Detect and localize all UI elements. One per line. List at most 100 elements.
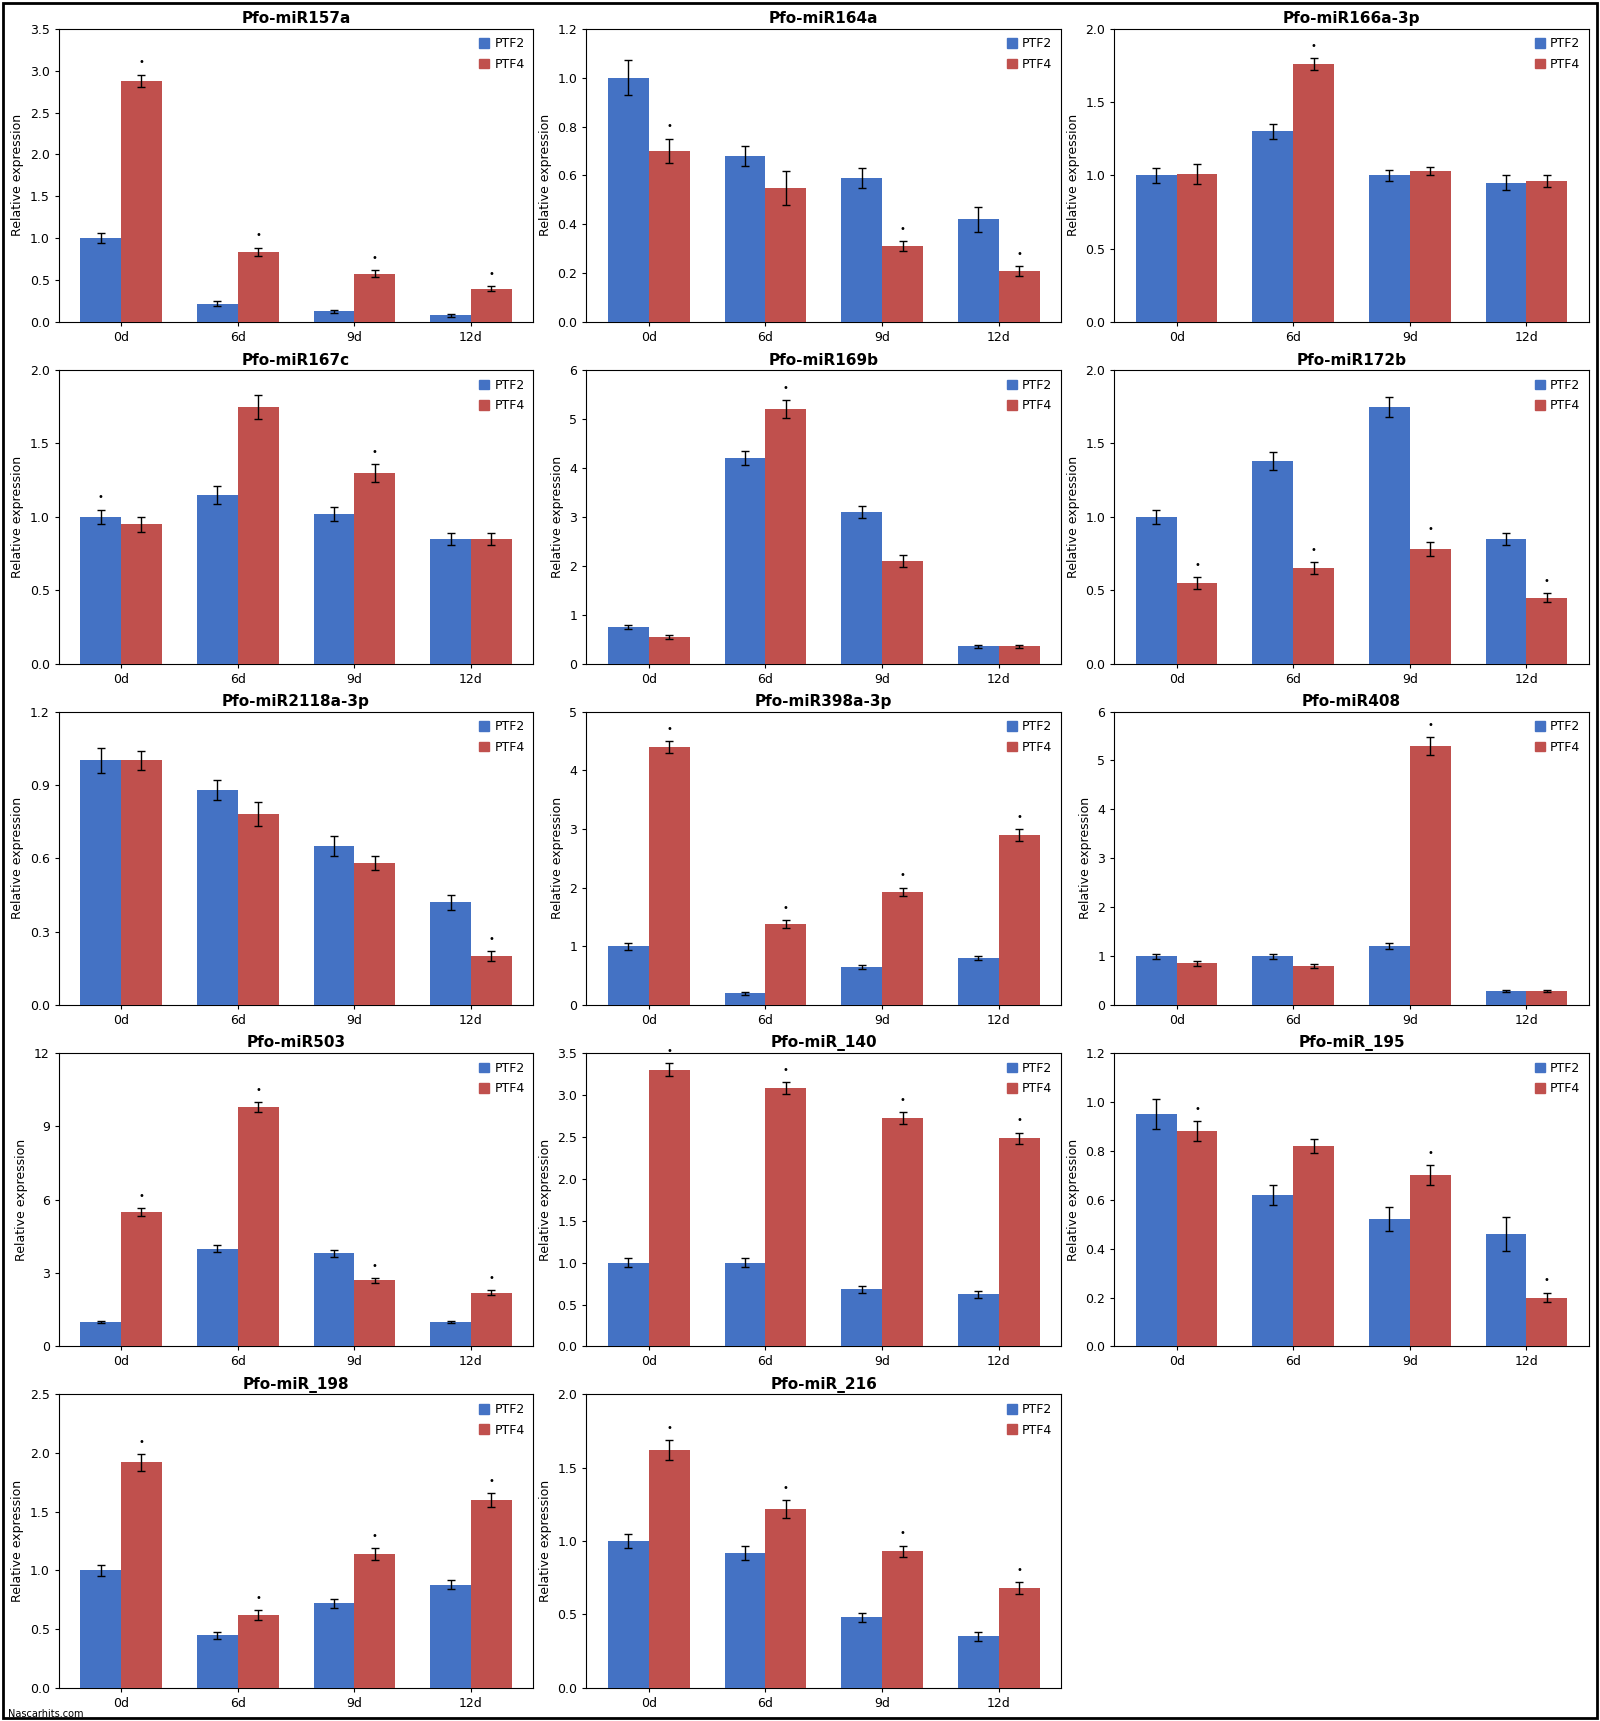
Text: •: • xyxy=(782,384,789,392)
Bar xyxy=(430,1585,470,1688)
Text: •: • xyxy=(899,1528,906,1539)
Text: •: • xyxy=(666,1423,672,1432)
Legend: PTF2, PTF4: PTF2, PTF4 xyxy=(1005,1058,1054,1098)
Bar xyxy=(470,289,512,322)
Bar xyxy=(650,637,690,664)
Bar xyxy=(765,188,806,322)
Bar xyxy=(1293,568,1334,664)
Bar xyxy=(1253,957,1293,1005)
Title: Pfo-miR503: Pfo-miR503 xyxy=(246,1036,346,1050)
Title: Pfo-miR166a-3p: Pfo-miR166a-3p xyxy=(1283,10,1421,26)
Bar xyxy=(122,761,162,1005)
Bar xyxy=(882,1551,923,1688)
Text: •: • xyxy=(371,447,378,456)
Bar xyxy=(470,539,512,664)
Bar xyxy=(238,814,278,1005)
Text: •: • xyxy=(1427,719,1434,730)
Bar xyxy=(842,177,882,322)
Text: •: • xyxy=(1544,1275,1550,1286)
Legend: PTF2, PTF4: PTF2, PTF4 xyxy=(1005,377,1054,415)
Text: •: • xyxy=(666,1046,672,1055)
Bar xyxy=(197,1249,238,1346)
Bar xyxy=(842,1618,882,1688)
Bar xyxy=(725,157,765,322)
Bar xyxy=(1136,176,1176,322)
Text: •: • xyxy=(899,871,906,879)
Bar xyxy=(122,1463,162,1688)
Title: Pfo-miR172b: Pfo-miR172b xyxy=(1296,353,1406,368)
Bar xyxy=(197,790,238,1005)
Bar xyxy=(1253,1194,1293,1346)
Bar xyxy=(1136,1113,1176,1346)
Bar xyxy=(958,959,998,1005)
Legend: PTF2, PTF4: PTF2, PTF4 xyxy=(1005,1401,1054,1439)
Bar xyxy=(958,1637,998,1688)
Text: •: • xyxy=(1310,546,1317,554)
Text: Nascarhits.com: Nascarhits.com xyxy=(8,1709,83,1719)
Text: •: • xyxy=(1427,1148,1434,1158)
Bar xyxy=(238,1614,278,1688)
Bar xyxy=(1486,1234,1526,1346)
Bar xyxy=(882,561,923,664)
Bar xyxy=(1176,1131,1218,1346)
Bar xyxy=(1486,539,1526,664)
Y-axis label: Relative expression: Relative expression xyxy=(1067,1139,1080,1261)
Text: •: • xyxy=(1194,559,1200,570)
Bar xyxy=(430,315,470,322)
Text: •: • xyxy=(666,723,672,733)
Text: •: • xyxy=(1194,1105,1200,1113)
Text: •: • xyxy=(488,935,494,943)
Text: •: • xyxy=(1016,248,1022,258)
Title: Pfo-miR_198: Pfo-miR_198 xyxy=(243,1377,349,1392)
Bar xyxy=(354,473,395,664)
Bar xyxy=(354,274,395,322)
Text: •: • xyxy=(254,1594,261,1602)
Bar xyxy=(765,410,806,664)
Text: •: • xyxy=(488,268,494,279)
Y-axis label: Relative expression: Relative expression xyxy=(550,456,563,578)
Bar xyxy=(1293,965,1334,1005)
Bar xyxy=(1293,64,1334,322)
Y-axis label: Relative expression: Relative expression xyxy=(539,114,552,236)
Bar xyxy=(1176,964,1218,1005)
Bar xyxy=(1410,745,1451,1005)
Bar xyxy=(650,1451,690,1688)
Bar xyxy=(842,1289,882,1346)
Bar xyxy=(1370,176,1410,322)
Y-axis label: Relative expression: Relative expression xyxy=(1067,456,1080,578)
Bar xyxy=(80,1322,122,1346)
Bar xyxy=(1486,991,1526,1005)
Text: •: • xyxy=(488,1274,494,1282)
Y-axis label: Relative expression: Relative expression xyxy=(16,1139,29,1261)
Text: •: • xyxy=(371,253,378,263)
Bar xyxy=(765,924,806,1005)
Y-axis label: Relative expression: Relative expression xyxy=(539,1139,552,1261)
Legend: PTF2, PTF4: PTF2, PTF4 xyxy=(1005,34,1054,74)
Text: •: • xyxy=(782,1484,789,1492)
Y-axis label: Relative expression: Relative expression xyxy=(539,1480,552,1602)
Y-axis label: Relative expression: Relative expression xyxy=(11,114,24,236)
Bar xyxy=(80,1571,122,1688)
Bar xyxy=(650,747,690,1005)
Bar xyxy=(958,1294,998,1346)
Bar xyxy=(1370,1218,1410,1346)
Bar xyxy=(1370,406,1410,664)
Text: •: • xyxy=(782,902,789,912)
Bar xyxy=(122,1212,162,1346)
Bar xyxy=(197,303,238,322)
Bar xyxy=(197,496,238,664)
Bar xyxy=(608,1540,650,1688)
Bar xyxy=(882,246,923,322)
Legend: PTF2, PTF4: PTF2, PTF4 xyxy=(477,718,526,756)
Bar xyxy=(725,1552,765,1688)
Bar xyxy=(122,525,162,664)
Legend: PTF2, PTF4: PTF2, PTF4 xyxy=(477,1058,526,1098)
Bar xyxy=(1293,1146,1334,1346)
Legend: PTF2, PTF4: PTF2, PTF4 xyxy=(477,34,526,74)
Bar xyxy=(122,81,162,322)
Bar xyxy=(765,1509,806,1688)
Y-axis label: Relative expression: Relative expression xyxy=(1078,797,1091,919)
Bar xyxy=(842,967,882,1005)
Text: •: • xyxy=(899,224,906,234)
Bar xyxy=(314,1604,354,1688)
